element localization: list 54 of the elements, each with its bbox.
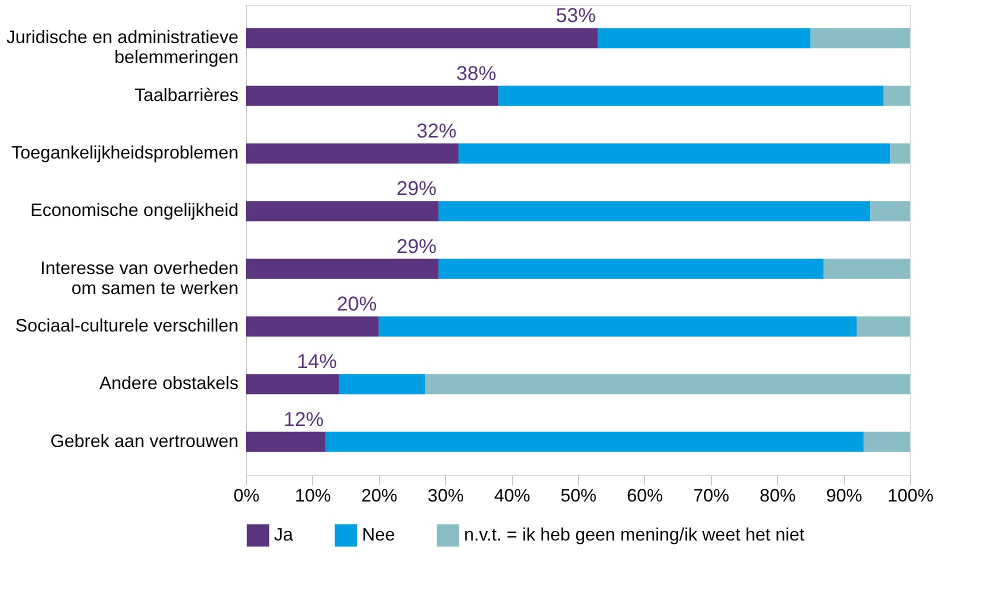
bar [378, 316, 857, 337]
bar [598, 28, 810, 48]
y-tick-label: Interesse van overheden om samen te werken [40, 258, 238, 298]
x-tick-label: 20% [361, 486, 398, 506]
bar [246, 258, 439, 279]
x-tick-label: 0% [233, 486, 260, 506]
data-label: 29% [396, 236, 437, 258]
bar [246, 28, 598, 48]
y-tick-label: Gebrek aan vertrouwen [50, 430, 238, 451]
legend-label: Ja [274, 524, 294, 544]
bar [338, 374, 426, 394]
bar [326, 432, 864, 452]
bar [438, 258, 824, 279]
data-label: 53% [556, 5, 596, 28]
y-tick-label: Economische ongelijkheid [30, 200, 238, 220]
bar [438, 201, 870, 222]
data-label: 20% [336, 294, 378, 316]
data-label: 32% [416, 120, 457, 142]
bar [890, 143, 910, 164]
x-tick-label: 10% [294, 486, 331, 506]
x-tick-label: 70% [693, 486, 730, 506]
bar [425, 374, 910, 394]
bar [246, 201, 439, 222]
bar [810, 28, 910, 48]
y-tick-label: Juridische en administratieve belemmeringen [6, 27, 238, 68]
y-tick-label: Taalbarrières [134, 84, 238, 105]
x-tick-label: 30% [428, 486, 464, 506]
bar [246, 432, 326, 452]
y-tick-label: Toegankelijkheidsproblemen [11, 142, 238, 162]
legend-label: Nee [362, 524, 396, 544]
y-tick-label: Andere obstakels [99, 373, 238, 394]
data-label: 29% [396, 178, 437, 200]
x-tick-label: 90% [826, 486, 862, 506]
bar [824, 258, 910, 279]
bar [864, 432, 910, 452]
legend-label: n.v.t. = ik heb geen mening/ik weet het niet [464, 524, 804, 544]
bar [246, 316, 379, 337]
bar [870, 201, 910, 222]
bar [498, 86, 884, 106]
bar [246, 374, 339, 394]
x-tick-label: 60% [626, 486, 663, 506]
x-tick-label: 50% [560, 486, 597, 506]
data-label: 38% [456, 62, 497, 85]
data-label: 12% [284, 408, 324, 431]
bar [458, 143, 890, 164]
data-label: 14% [296, 351, 338, 374]
x-tick-label: 100% [887, 486, 934, 506]
x-tick-label: 80% [760, 486, 796, 506]
bar [246, 86, 498, 106]
x-tick-label: 40% [494, 486, 530, 506]
bar [246, 143, 458, 164]
bar [856, 316, 910, 337]
y-tick-label: Sociaal-culturele verschillen [15, 316, 238, 336]
bar [883, 86, 910, 106]
